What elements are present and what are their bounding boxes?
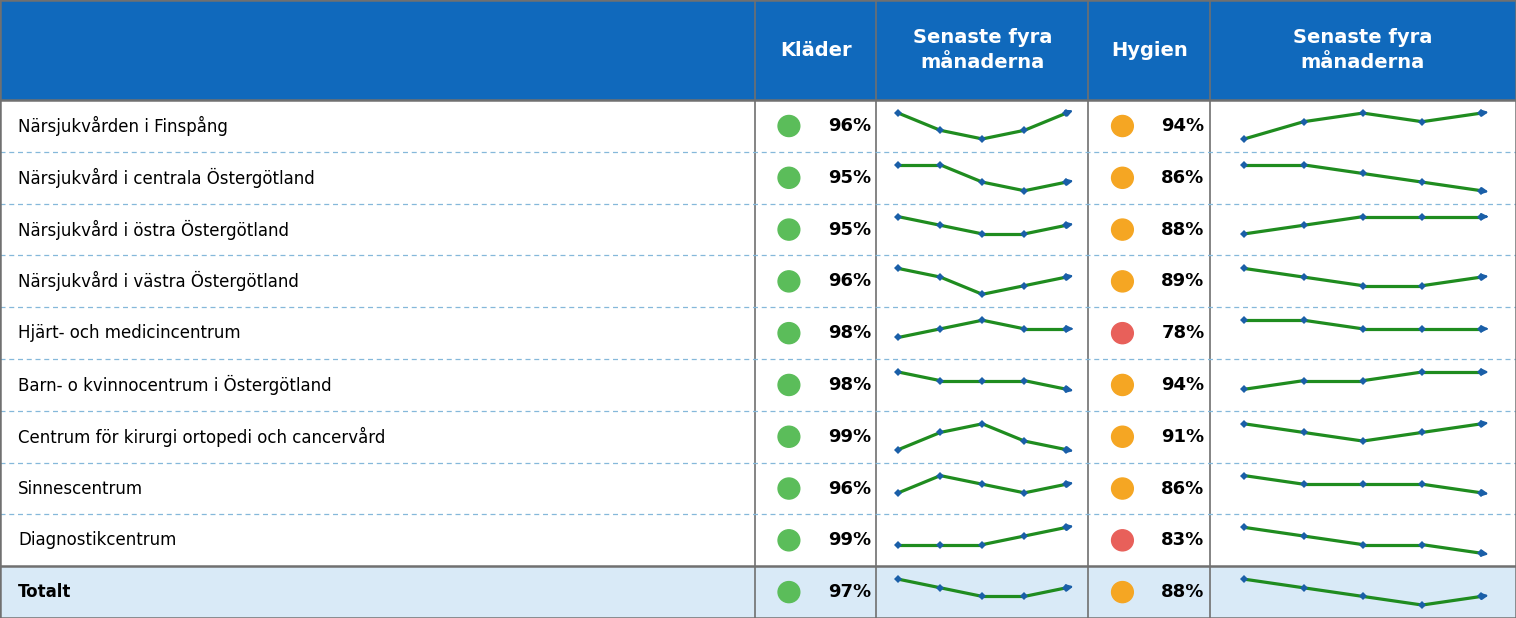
Text: Närsjukvård i centrala Östergötland: Närsjukvård i centrala Östergötland	[18, 167, 315, 188]
Text: 96%: 96%	[828, 273, 870, 290]
Text: 99%: 99%	[828, 531, 870, 549]
Ellipse shape	[778, 426, 800, 447]
Text: Sinnescentrum: Sinnescentrum	[18, 480, 144, 497]
Text: Hjärt- och medicincentrum: Hjärt- och medicincentrum	[18, 324, 241, 342]
Text: 95%: 95%	[828, 169, 870, 187]
Text: 88%: 88%	[1161, 583, 1205, 601]
Ellipse shape	[1111, 478, 1134, 499]
Bar	[0, 514, 1516, 566]
Ellipse shape	[1111, 219, 1134, 240]
Ellipse shape	[1111, 426, 1134, 447]
Text: Senaste fyra
månaderna: Senaste fyra månaderna	[913, 28, 1052, 72]
Text: 97%: 97%	[828, 583, 870, 601]
Bar	[0, 100, 1516, 152]
Text: Centrum för kirurgi ortopedi och cancervård: Centrum för kirurgi ortopedi och cancerv…	[18, 426, 385, 447]
Bar	[1210, 0, 1516, 100]
Text: 99%: 99%	[828, 428, 870, 446]
Ellipse shape	[1111, 530, 1134, 551]
Ellipse shape	[778, 323, 800, 344]
Text: 94%: 94%	[1161, 376, 1204, 394]
Ellipse shape	[1111, 167, 1134, 188]
Text: Närsjukvården i Finspång: Närsjukvården i Finspång	[18, 116, 227, 136]
Ellipse shape	[778, 478, 800, 499]
Bar	[0, 307, 1516, 359]
Text: 96%: 96%	[828, 480, 870, 497]
Bar	[0, 463, 1516, 514]
Text: 94%: 94%	[1161, 117, 1204, 135]
Text: 86%: 86%	[1161, 169, 1205, 187]
Ellipse shape	[778, 375, 800, 396]
Ellipse shape	[778, 271, 800, 292]
Bar	[755, 0, 876, 100]
Bar	[876, 0, 1088, 100]
Text: 98%: 98%	[828, 324, 872, 342]
Text: Närsjukvård i västra Östergötland: Närsjukvård i västra Östergötland	[18, 271, 299, 292]
Bar	[0, 255, 1516, 307]
Text: Diagnostikcentrum: Diagnostikcentrum	[18, 531, 176, 549]
Ellipse shape	[1111, 582, 1134, 603]
Text: Barn- o kvinnocentrum i Östergötland: Barn- o kvinnocentrum i Östergötland	[18, 375, 332, 395]
Text: Närsjukvård i östra Östergötland: Närsjukvård i östra Östergötland	[18, 219, 290, 240]
Ellipse shape	[778, 219, 800, 240]
Bar	[0, 152, 1516, 204]
Ellipse shape	[1111, 116, 1134, 137]
Text: 78%: 78%	[1161, 324, 1205, 342]
Bar	[1088, 0, 1210, 100]
Ellipse shape	[778, 530, 800, 551]
Text: 86%: 86%	[1161, 480, 1205, 497]
Text: 96%: 96%	[828, 117, 870, 135]
Text: 89%: 89%	[1161, 273, 1205, 290]
Bar	[0, 359, 1516, 411]
Text: 95%: 95%	[828, 221, 870, 239]
Bar	[0, 566, 1516, 618]
Ellipse shape	[778, 167, 800, 188]
Text: Hygien: Hygien	[1111, 41, 1187, 59]
Text: 83%: 83%	[1161, 531, 1205, 549]
Bar	[0, 204, 1516, 255]
Text: Senaste fyra
månaderna: Senaste fyra månaderna	[1293, 28, 1433, 72]
Text: Kläder: Kläder	[779, 41, 852, 59]
Bar	[0, 0, 755, 100]
Text: Totalt: Totalt	[18, 583, 71, 601]
Text: 98%: 98%	[828, 376, 872, 394]
Ellipse shape	[1111, 271, 1134, 292]
Ellipse shape	[778, 582, 800, 603]
Text: 88%: 88%	[1161, 221, 1205, 239]
Ellipse shape	[1111, 323, 1134, 344]
Text: 91%: 91%	[1161, 428, 1204, 446]
Bar	[0, 411, 1516, 463]
Ellipse shape	[778, 116, 800, 137]
Ellipse shape	[1111, 375, 1134, 396]
